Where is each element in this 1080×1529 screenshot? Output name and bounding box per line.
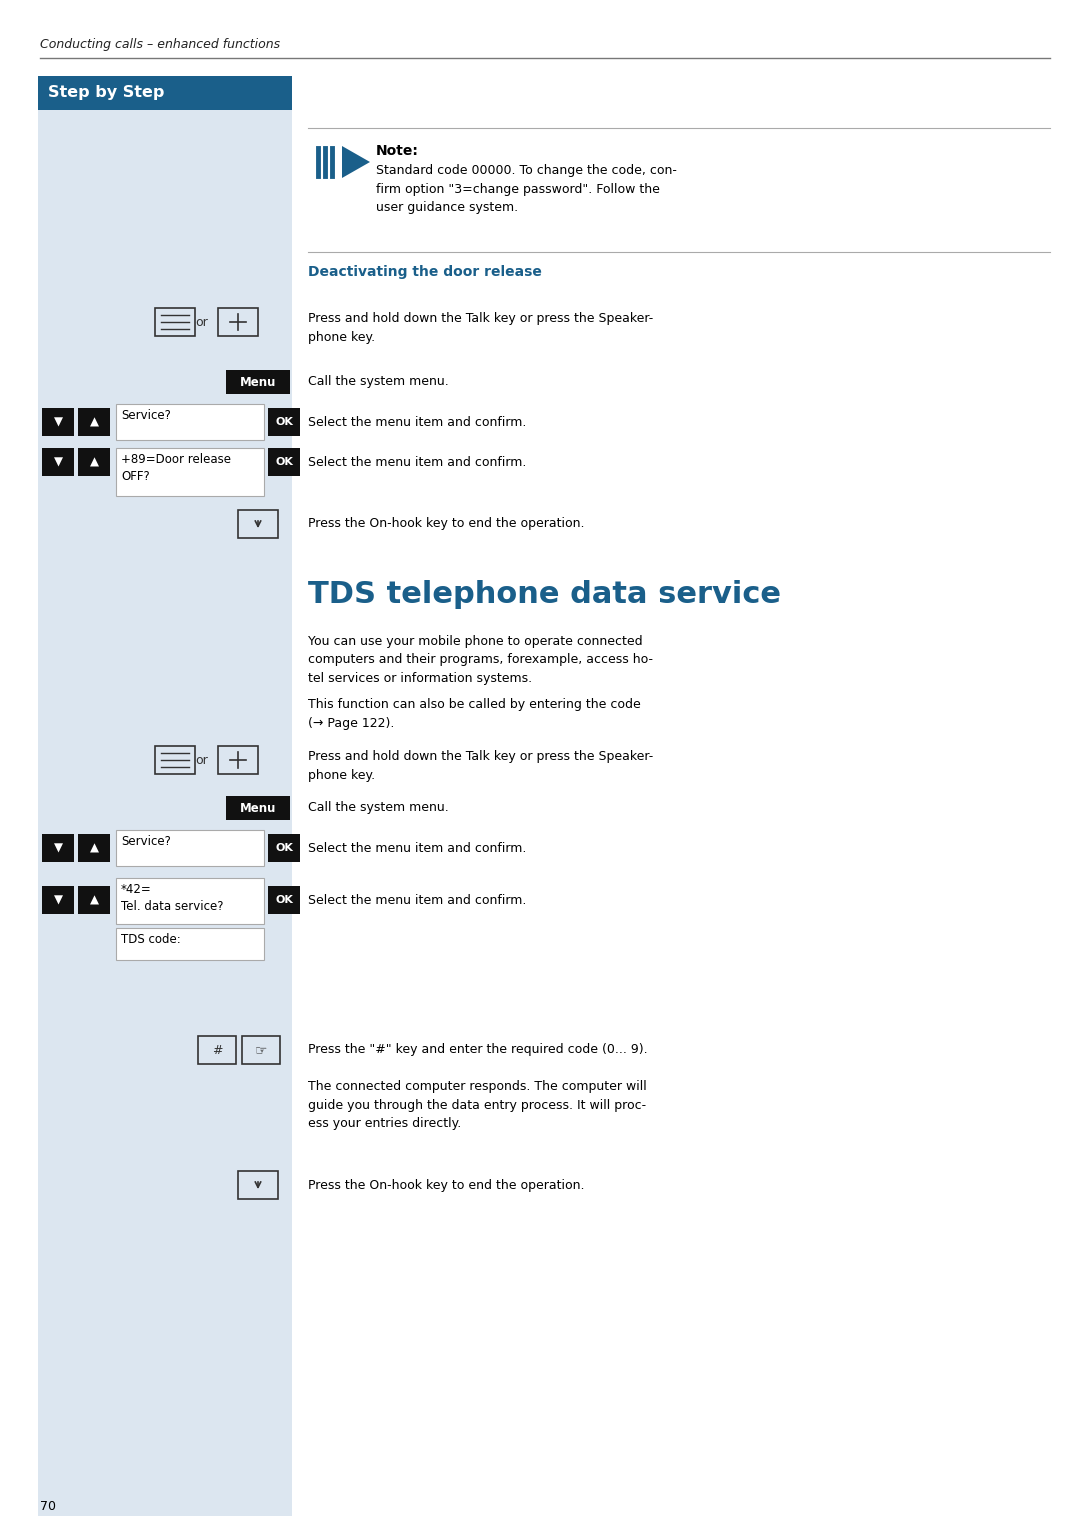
- Bar: [78, 408, 110, 436]
- Text: +89=Door release
OFF?: +89=Door release OFF?: [121, 453, 231, 483]
- Text: Standard code 00000. To change the code, con-
firm option "3=change password". F: Standard code 00000. To change the code,…: [376, 164, 677, 214]
- Text: or: or: [195, 754, 208, 766]
- Text: OK: OK: [275, 457, 293, 466]
- Text: OK: OK: [275, 842, 293, 853]
- Bar: [218, 307, 258, 336]
- Text: This function can also be called by entering the code
(→ Page 122).: This function can also be called by ente…: [308, 699, 640, 729]
- Bar: [78, 833, 110, 862]
- Bar: [226, 370, 291, 394]
- Bar: [116, 928, 264, 960]
- Bar: [42, 448, 75, 476]
- Text: Service?: Service?: [121, 835, 171, 849]
- Text: Select the menu item and confirm.: Select the menu item and confirm.: [308, 456, 526, 468]
- Bar: [38, 76, 292, 110]
- Text: Press the On-hook key to end the operation.: Press the On-hook key to end the operati…: [308, 1179, 584, 1191]
- Bar: [116, 878, 264, 924]
- Text: ▲: ▲: [90, 893, 98, 907]
- Bar: [198, 1037, 237, 1064]
- Text: OK: OK: [275, 417, 293, 427]
- Text: 70: 70: [40, 1500, 56, 1514]
- Bar: [226, 797, 291, 820]
- Text: *42=
Tel. data service?: *42= Tel. data service?: [121, 884, 224, 913]
- Text: or: or: [195, 315, 208, 329]
- Text: Call the system menu.: Call the system menu.: [308, 376, 449, 388]
- Bar: [268, 885, 300, 914]
- Bar: [268, 408, 300, 436]
- Text: ▼: ▼: [54, 841, 63, 855]
- Bar: [42, 833, 75, 862]
- Bar: [156, 746, 195, 774]
- Bar: [238, 1171, 278, 1199]
- Bar: [116, 448, 264, 495]
- Text: ▲: ▲: [90, 416, 98, 428]
- Text: ▼: ▼: [54, 893, 63, 907]
- Bar: [116, 404, 264, 440]
- Text: Select the menu item and confirm.: Select the menu item and confirm.: [308, 893, 526, 907]
- Text: ▼: ▼: [54, 456, 63, 468]
- Bar: [38, 76, 292, 1515]
- Text: Step by Step: Step by Step: [48, 86, 164, 101]
- Text: Press the On-hook key to end the operation.: Press the On-hook key to end the operati…: [308, 517, 584, 531]
- Text: Select the menu item and confirm.: Select the menu item and confirm.: [308, 841, 526, 855]
- Bar: [218, 746, 258, 774]
- Bar: [268, 448, 300, 476]
- Bar: [78, 448, 110, 476]
- Text: ▼: ▼: [54, 416, 63, 428]
- Text: ▲: ▲: [90, 456, 98, 468]
- Bar: [78, 885, 110, 914]
- Text: Service?: Service?: [121, 408, 171, 422]
- Bar: [242, 1037, 280, 1064]
- Text: Note:: Note:: [376, 144, 419, 157]
- Bar: [156, 307, 195, 336]
- Polygon shape: [342, 145, 370, 177]
- Text: OK: OK: [275, 894, 293, 905]
- Bar: [116, 830, 264, 865]
- Text: Deactivating the door release: Deactivating the door release: [308, 265, 542, 278]
- Text: TDS code:: TDS code:: [121, 933, 180, 946]
- Text: Press and hold down the Talk key or press the Speaker-
phone key.: Press and hold down the Talk key or pres…: [308, 312, 653, 344]
- Text: Menu: Menu: [240, 376, 276, 388]
- Text: TDS telephone data service: TDS telephone data service: [308, 579, 781, 609]
- Text: The connected computer responds. The computer will
guide you through the data en: The connected computer responds. The com…: [308, 1079, 647, 1130]
- Text: Conducting calls – enhanced functions: Conducting calls – enhanced functions: [40, 38, 280, 50]
- Bar: [268, 833, 300, 862]
- Bar: [42, 885, 75, 914]
- Text: #: #: [212, 1043, 222, 1057]
- Text: Menu: Menu: [240, 801, 276, 815]
- Text: Press the "#" key and enter the required code (0... 9).: Press the "#" key and enter the required…: [308, 1043, 648, 1057]
- Text: ☞: ☞: [255, 1043, 267, 1057]
- Text: Select the menu item and confirm.: Select the menu item and confirm.: [308, 416, 526, 428]
- Text: Call the system menu.: Call the system menu.: [308, 801, 449, 815]
- Bar: [42, 408, 75, 436]
- Text: You can use your mobile phone to operate connected
computers and their programs,: You can use your mobile phone to operate…: [308, 635, 653, 685]
- Text: ▲: ▲: [90, 841, 98, 855]
- Bar: [238, 511, 278, 538]
- Text: Press and hold down the Talk key or press the Speaker-
phone key.: Press and hold down the Talk key or pres…: [308, 751, 653, 781]
